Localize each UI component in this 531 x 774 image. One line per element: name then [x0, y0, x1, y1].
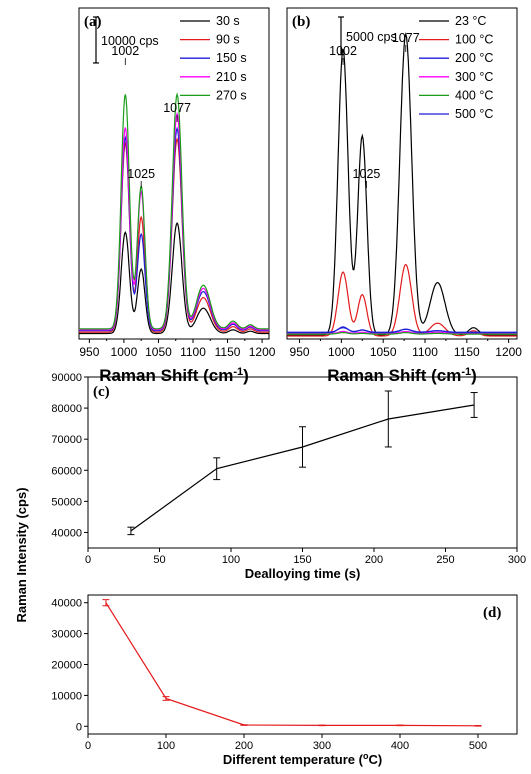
x-tick-label: 1050	[145, 345, 172, 359]
x-tick-label: 1150	[454, 345, 480, 359]
peak-label: 1025	[127, 167, 155, 181]
spectrum-panel: 950 1000 1050 1100 1150 1200 Raman Shift (cm-1…	[286, 7, 522, 385]
y-tick-label: 70000	[51, 434, 82, 446]
x-tick-label: 50	[153, 554, 165, 566]
x-axis-label: Raman Shift (cm-1)	[99, 366, 249, 385]
x-tick-label: 250	[436, 554, 454, 566]
y-tick-label: 30000	[51, 629, 82, 641]
y-tick-label: 40000	[51, 527, 82, 539]
x-tick-label: 1200	[249, 345, 276, 359]
x-axis-label: Different temperature (oC)	[223, 751, 382, 767]
x-axis-label: Dealloying time (s)	[245, 566, 361, 581]
x-tick-label: 200	[235, 740, 253, 752]
panel-label: (d)	[483, 605, 501, 621]
x-tick-label: 950	[79, 345, 99, 359]
trend-panel: 0 100 200 300 400 500 0 10000 20000 30000 40000 Dif…	[51, 594, 518, 767]
y-tick-label: 40000	[51, 598, 82, 610]
x-axis-label: Raman Shift (cm-1)	[327, 366, 477, 385]
series-line	[79, 92, 269, 330]
panel-label: (c)	[93, 384, 110, 400]
legend-label: 400 °C	[455, 88, 493, 102]
series-line	[79, 221, 269, 335]
x-tick-label: 1200	[495, 345, 522, 359]
series-line	[287, 327, 517, 333]
x-tick-label: 1100	[412, 345, 438, 359]
legend-label: 300 °C	[455, 70, 493, 84]
scale-bar-label: 10000 cps	[101, 34, 159, 48]
x-tick-label: 100	[222, 554, 240, 566]
peak-label: 1002	[329, 44, 357, 58]
trend-panel: 0 50 100 150 200 250 300 40000 50000 60000 70000 80…	[51, 372, 526, 581]
plot-frame	[78, 7, 270, 340]
x-tick-label: 0	[85, 740, 91, 752]
panel-label: (b)	[292, 14, 310, 30]
x-tick-label: 400	[391, 740, 409, 752]
x-tick-label: 1100	[180, 345, 206, 359]
x-tick-label: 150	[293, 554, 311, 566]
panel-label: (a)	[84, 14, 102, 30]
x-tick-label: 500	[469, 740, 487, 752]
legend-label: 500 °C	[455, 107, 493, 121]
x-tick-label: 1000	[328, 345, 355, 359]
x-tick-label: 950	[290, 345, 310, 359]
y-tick-label: 60000	[51, 465, 82, 477]
legend-label: 90 s	[216, 33, 240, 47]
legend-label: 200 °C	[455, 51, 493, 65]
x-tick-label: 200	[365, 554, 383, 566]
curves	[79, 92, 269, 335]
legend-label: 23 °C	[455, 14, 486, 28]
y-tick-label: 50000	[51, 496, 82, 508]
x-tick-label: 0	[85, 554, 91, 566]
x-tick-label: 300	[508, 554, 526, 566]
data-line	[105, 602, 479, 727]
x-tick-label: 300	[313, 740, 331, 752]
peak-label: 1077	[163, 101, 191, 115]
legend-label: 210 s	[216, 70, 247, 84]
x-tick-label: 100	[157, 740, 175, 752]
scale-bar-label: 5000 cps	[346, 30, 397, 44]
series-line	[287, 332, 517, 335]
plot-frame	[286, 7, 518, 340]
y-tick-label: 10000	[51, 690, 82, 702]
y-tick-label: 80000	[51, 403, 82, 415]
peak-label: 1002	[111, 44, 139, 58]
x-tick-label: 1150	[215, 345, 241, 359]
legend-label: 30 s	[216, 14, 240, 28]
y-tick-label: 90000	[51, 372, 82, 384]
x-tick-label: 1000	[111, 345, 138, 359]
legend-label: 100 °C	[455, 33, 493, 47]
x-tick-label: 1050	[370, 345, 397, 359]
peak-label: 1025	[353, 167, 381, 181]
legend-label: 270 s	[216, 88, 247, 102]
legend-label: 150 s	[216, 51, 247, 65]
y-tick-label: 0	[76, 721, 82, 733]
peak-label: 1077	[392, 31, 420, 45]
curves	[287, 32, 517, 337]
y-axis-label: Raman Intensity (cps)	[14, 487, 29, 622]
y-tick-label: 20000	[51, 660, 82, 672]
